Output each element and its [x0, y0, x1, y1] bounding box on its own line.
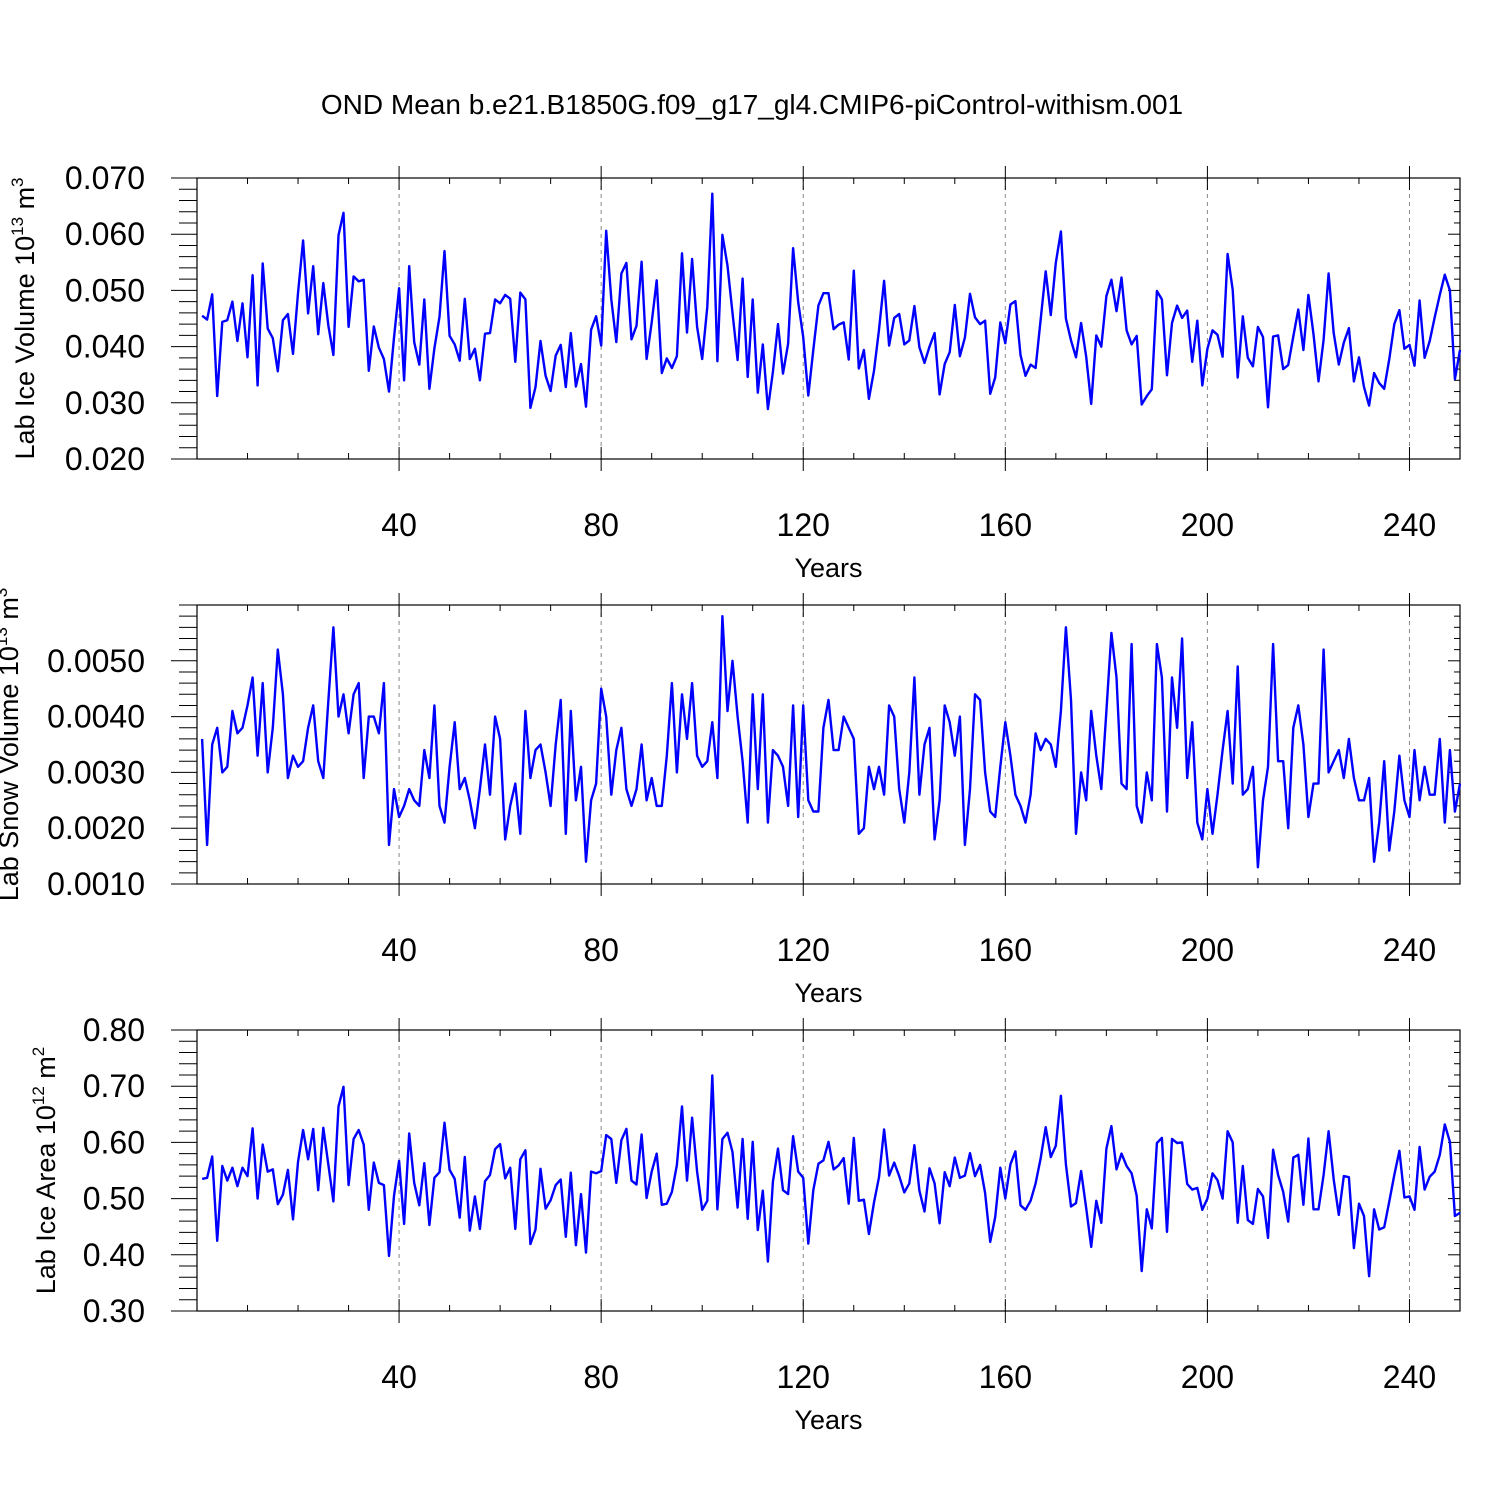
y-axis-label: Lab Ice Area 1012 m2: [29, 1047, 61, 1295]
x-axis-label: Years: [794, 553, 862, 583]
x-tick-label: 160: [979, 1359, 1032, 1395]
x-tick-label: 160: [979, 507, 1032, 543]
x-tick-label: 120: [777, 932, 830, 968]
y-tick-label: 0.030: [65, 385, 145, 421]
x-tick-label: 240: [1383, 507, 1436, 543]
y-tick-label: 0.0040: [47, 699, 145, 735]
plot-frame: [196, 177, 1461, 460]
x-tick-label: 80: [583, 932, 619, 968]
panel-2: 40 80 120 160 200 240 0.0010 0.0020 0.0030 0.0040…: [0, 588, 1462, 1008]
x-tick-label: 200: [1181, 932, 1234, 968]
x-tick-label: 80: [583, 1359, 619, 1395]
x-tick-label: 120: [777, 507, 830, 543]
plot-frame: [196, 1029, 1461, 1312]
x-tick-label: 200: [1181, 1359, 1234, 1395]
y-tick-label: 0.0020: [47, 810, 145, 846]
x-tick-label: 80: [583, 507, 619, 543]
y-axis-label: Lab Snow Volume 1013 m3: [0, 588, 24, 902]
y-tick-label: 0.80: [83, 1012, 145, 1048]
y-tick-label: 0.0050: [47, 643, 145, 679]
x-tick-label: 40: [381, 1359, 417, 1395]
y-tick-label: 0.70: [83, 1068, 145, 1104]
panel-1: 40 80 120 160 200 240 0.020 0.030 0.040 0.050 0.06…: [8, 160, 1462, 583]
y-tick-label: 0.060: [65, 216, 145, 252]
x-tick-label: 120: [777, 1359, 830, 1395]
y-tick-label: 0.40: [83, 1237, 145, 1273]
y-tick-label: 0.020: [65, 441, 145, 477]
y-tick-label: 0.30: [83, 1293, 145, 1329]
series-line: [200, 615, 1462, 869]
x-tick-label: 200: [1181, 507, 1234, 543]
x-tick-label: 240: [1383, 1359, 1436, 1395]
chart-title: OND Mean b.e21.B1850G.f09_g17_gl4.CMIP6-…: [321, 89, 1183, 120]
series-line: [201, 192, 1462, 411]
x-tick-label: 160: [979, 932, 1032, 968]
x-axis-label: Years: [794, 1405, 862, 1435]
y-tick-label: 0.0010: [47, 866, 145, 902]
y-tick-label: 0.50: [83, 1181, 145, 1217]
plot-frame: [196, 604, 1461, 885]
x-axis-label: Years: [794, 978, 862, 1008]
y-axis-label: Lab Ice Volume 1013 m3: [8, 177, 40, 459]
x-tick-label: 240: [1383, 932, 1436, 968]
y-tick-label: 0.050: [65, 272, 145, 308]
y-tick-label: 0.60: [83, 1124, 145, 1160]
y-tick-label: 0.070: [65, 160, 145, 196]
panel-3: 40 80 120 160 200 240 0.30 0.40 0.50 0.60 0.70 0.80…: [29, 1012, 1461, 1435]
x-tick-label: 40: [381, 507, 417, 543]
x-tick-label: 40: [381, 932, 417, 968]
series-line: [201, 1074, 1461, 1278]
y-tick-label: 0.040: [65, 329, 145, 365]
y-tick-label: 0.0030: [47, 754, 145, 790]
